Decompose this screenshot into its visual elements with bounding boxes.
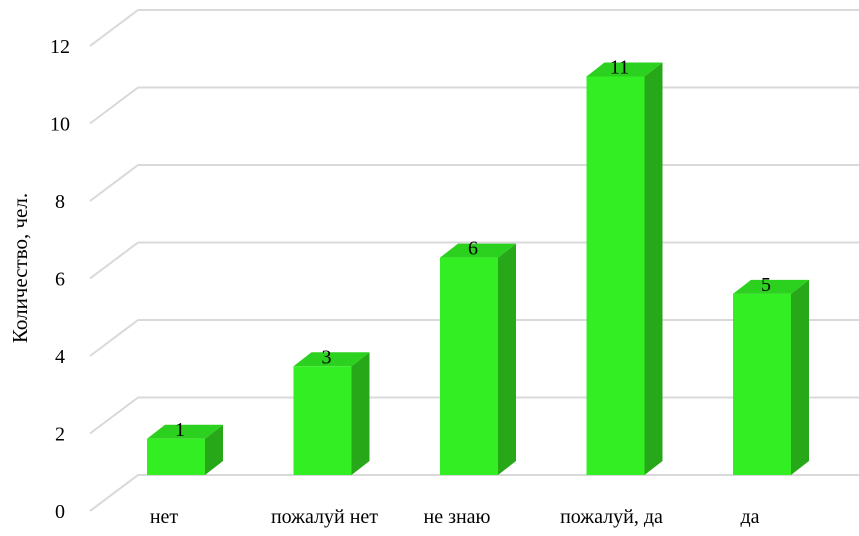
- bar-top: [147, 424, 223, 439]
- y-tick-label: 4: [55, 346, 65, 368]
- bar: [293, 366, 352, 475]
- x-category-label: не знаю: [423, 506, 490, 528]
- bar-side: [791, 279, 809, 475]
- data-label: 5: [761, 274, 771, 296]
- gridline-depth: [89, 241, 139, 280]
- x-category-label: пожалуй нет: [271, 506, 378, 528]
- y-tick-label: 8: [55, 191, 65, 213]
- bars: [147, 62, 809, 476]
- bar: [440, 257, 498, 475]
- gridline-depth: [89, 474, 139, 512]
- data-labels: 1 3 6 11 5: [175, 56, 771, 440]
- bar-top: [440, 243, 516, 258]
- x-category-label: нет: [150, 506, 179, 528]
- data-label: 11: [610, 56, 629, 78]
- bar-side: [644, 62, 663, 476]
- y-tick-label: 10: [50, 114, 70, 136]
- gridline-depth: [89, 396, 139, 435]
- gridline-depth: [89, 164, 139, 202]
- bar-top: [586, 62, 663, 77]
- gridline-depth: [89, 319, 139, 357]
- bar-top: [293, 352, 370, 367]
- y-tick-label: 2: [55, 424, 65, 446]
- bar: [733, 293, 791, 475]
- gridline-depth: [89, 9, 139, 47]
- gridline-depth: [89, 86, 139, 125]
- y-tick-label: 0: [55, 501, 65, 523]
- y-axis-ticks: 0 2 4 6 8 10 12: [50, 36, 70, 523]
- bar: [147, 438, 205, 475]
- y-axis-title: Количество, чел.: [8, 193, 32, 343]
- bar-side: [205, 424, 223, 475]
- bar: [586, 76, 645, 476]
- bar-side: [351, 352, 370, 475]
- data-label: 3: [322, 346, 332, 368]
- x-category-label: да: [740, 506, 759, 528]
- y-tick-label: 6: [55, 269, 65, 291]
- x-axis-categories: нет пожалуй нет не знаю пожалуй, да да: [150, 506, 760, 528]
- data-label: 6: [468, 238, 478, 260]
- bar-side: [498, 243, 516, 475]
- bar-top: [733, 279, 809, 294]
- y-tick-label: 12: [50, 36, 70, 58]
- x-category-label: пожалуй, да: [560, 506, 663, 528]
- data-label: 1: [175, 419, 185, 441]
